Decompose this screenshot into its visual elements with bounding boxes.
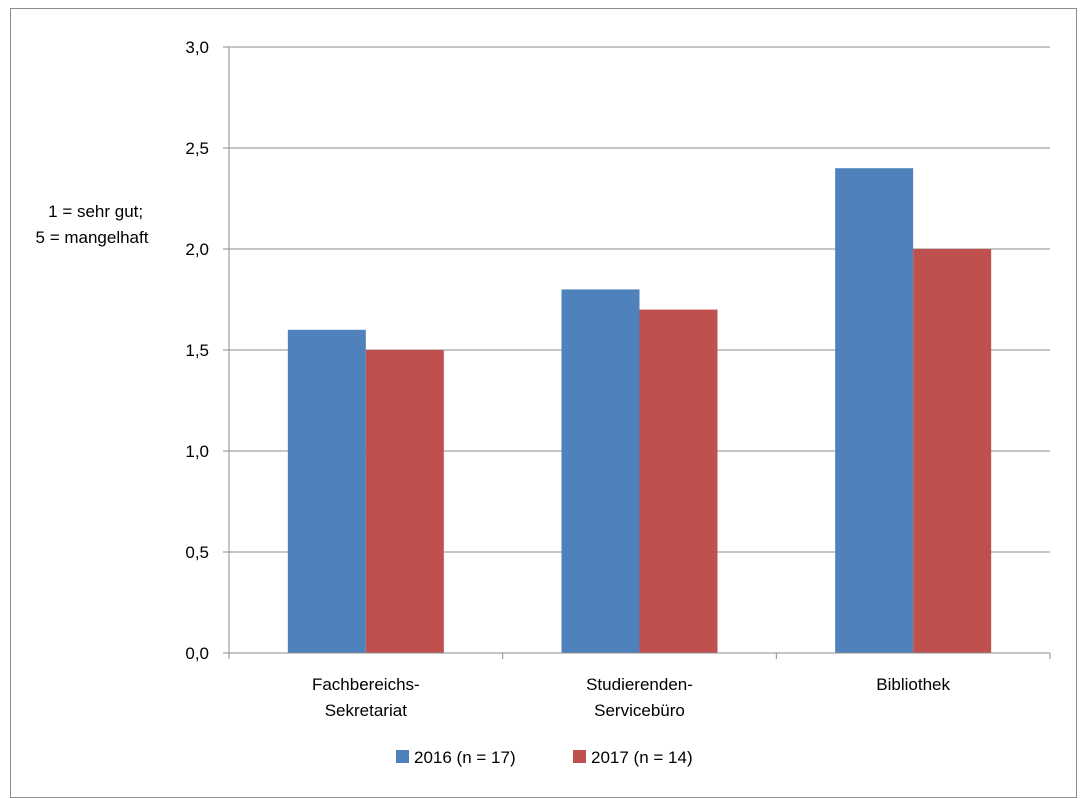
y-tick-label: 0,5 xyxy=(185,543,209,562)
y-axis-label-line-1: 1 = sehr gut; xyxy=(48,202,143,221)
x-category-label: Fachbereichs-Sekretariat xyxy=(312,675,420,720)
legend-label: 2016 (n = 17) xyxy=(414,748,516,767)
y-tick-label: 1,0 xyxy=(185,442,209,461)
bar-2016-0 xyxy=(287,329,366,653)
y-axis-label: 1 = sehr gut; 5 = mangelhaft xyxy=(36,202,149,247)
y-tick-label: 0,0 xyxy=(185,644,209,663)
bars xyxy=(287,168,992,653)
legend-label: 2017 (n = 14) xyxy=(591,748,693,767)
legend-swatch xyxy=(396,750,409,763)
axes xyxy=(228,47,1051,659)
y-axis-label-line-2: 5 = mangelhaft xyxy=(36,228,149,247)
bar-2016-1 xyxy=(561,289,640,653)
x-category-label: Studierenden-Servicebüro xyxy=(586,675,693,720)
x-category-label: Bibliothek xyxy=(876,675,950,694)
y-tick-labels: 0,0 0,5 1,0 1,5 2,0 2,5 3,0 xyxy=(185,38,209,663)
bar-2017-1 xyxy=(639,309,718,653)
x-category-labels: Fachbereichs-Sekretariat Studierenden-Ser… xyxy=(312,675,951,720)
legend-swatch xyxy=(573,750,586,763)
bar-2017-0 xyxy=(365,350,444,653)
y-tick-label: 3,0 xyxy=(185,38,209,57)
legend: 2016 (n = 17) 2017 (n = 14) xyxy=(396,748,693,767)
y-tick-label: 1,5 xyxy=(185,341,209,360)
bar-2017-2 xyxy=(913,249,992,653)
y-tick-label: 2,5 xyxy=(185,139,209,158)
bar-2016-2 xyxy=(835,168,914,653)
y-tick-label: 2,0 xyxy=(185,240,209,259)
